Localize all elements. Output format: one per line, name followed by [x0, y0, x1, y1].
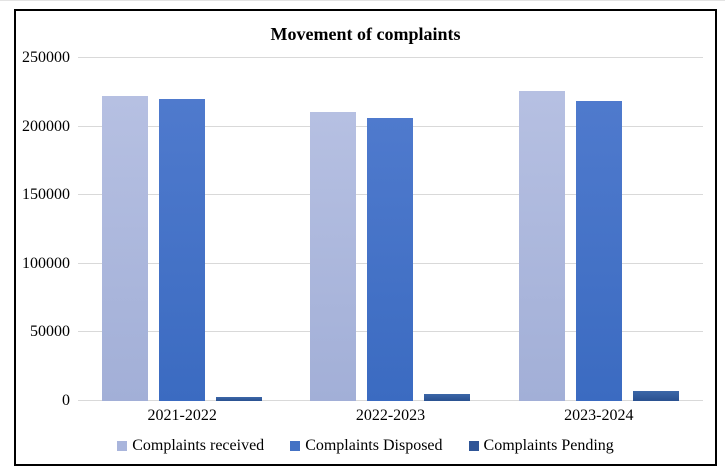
x-axis-label-2022-2023: 2022-2023 [355, 407, 426, 424]
gridline-250000 [78, 57, 703, 58]
bar-complaints-pending-2022-2023 [424, 394, 471, 401]
bar-complaints-received-2022-2023 [310, 111, 357, 401]
x-axis-label-2021-2022: 2021-2022 [147, 407, 217, 424]
bar-group-2022-2023 [286, 58, 494, 401]
y-tick-label: 50000 [30, 323, 70, 341]
x-axis-labels: 2021-2022 2022-2023 2023-2024 [78, 401, 703, 429]
legend-label: Complaints received [132, 437, 265, 454]
chart-title: Movement of complaints [270, 24, 461, 44]
legend-swatch-icon [117, 441, 128, 451]
legend-item-complaints-pending: Complaints Pending [468, 437, 614, 454]
y-tick-label: 250000 [22, 49, 70, 66]
legend-swatch-icon [468, 441, 479, 451]
chart-frame: Movement of complaints 0 50000 100000 15000… [14, 9, 717, 466]
bar-complaints-received-2021-2022 [102, 96, 149, 401]
title-row: Movement of complaints [16, 11, 715, 58]
plot-area [78, 57, 703, 401]
y-tick-label: 100000 [22, 254, 70, 272]
x-axis-label-2023-2024: 2023-2024 [564, 407, 634, 424]
bar-complaints-disposed-2023-2024 [575, 100, 622, 401]
legend: Complaints received Complaints Disposed Co… [16, 431, 715, 461]
legend-label: Complaints Pending [483, 437, 614, 454]
bar-complaints-received-2023-2024 [518, 90, 565, 401]
y-tick-label: 0 [62, 392, 70, 409]
legend-label: Complaints Disposed [305, 437, 443, 454]
chart-body: 0 50000 100000 150000 200000 250000 [16, 50, 715, 409]
y-tick-label: 200000 [22, 117, 70, 135]
bar-group-2021-2022 [78, 58, 286, 401]
legend-item-complaints-received: Complaints received [117, 438, 264, 454]
bar-groups [78, 58, 703, 401]
y-axis: 0 50000 100000 150000 200000 250000 [16, 50, 78, 409]
y-tick-label: 150000 [22, 186, 70, 204]
legend-item-complaints-disposed: Complaints Disposed [290, 437, 443, 454]
bar-complaints-disposed-2022-2023 [367, 118, 414, 401]
bar-group-2023-2024 [495, 58, 703, 401]
legend-swatch-icon [290, 441, 301, 451]
bar-complaints-pending-2023-2024 [632, 390, 679, 401]
bar-complaints-pending-2021-2022 [216, 396, 263, 401]
bar-complaints-disposed-2021-2022 [159, 99, 206, 401]
